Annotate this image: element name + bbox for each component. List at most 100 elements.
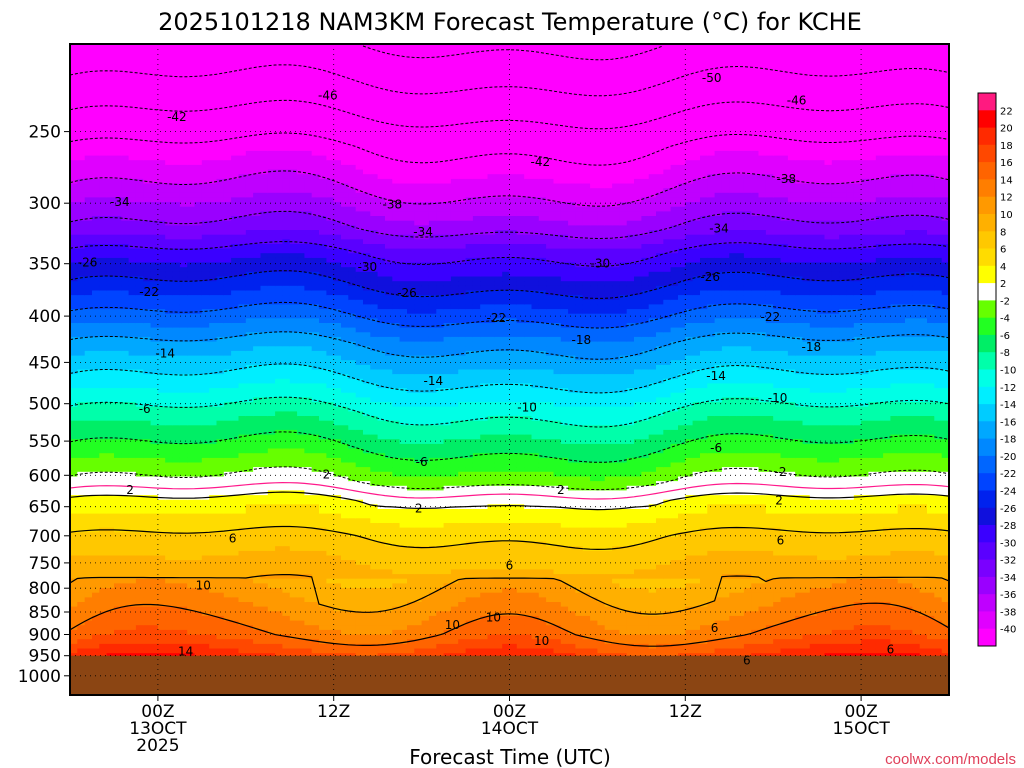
shade-cell [77, 583, 85, 588]
shade-cell [99, 188, 107, 193]
shade-cell [70, 556, 78, 561]
shade-cell [129, 649, 137, 654]
shade-cell [158, 500, 166, 505]
shade-cell [114, 318, 122, 323]
shade-cell [92, 379, 100, 384]
shade-cell [151, 318, 159, 323]
shade-cell [99, 565, 107, 570]
shade-cell [92, 588, 100, 593]
shade-cell [99, 146, 107, 151]
shade-cell [107, 249, 115, 254]
shade-cell [151, 621, 159, 626]
shade-cell [114, 644, 122, 649]
shade-cell [129, 49, 137, 54]
shade-cell [114, 100, 122, 105]
shade-cell [77, 193, 85, 198]
shade-cell [114, 351, 122, 356]
shade-cell [85, 146, 93, 151]
shade-cell [77, 370, 85, 375]
shade-cell [99, 239, 107, 244]
shade-cell [114, 430, 122, 435]
shade-cell [151, 258, 159, 263]
shade-cell [99, 58, 107, 63]
shade-cell [77, 388, 85, 393]
shade-cell [129, 379, 137, 384]
shade-cell [99, 165, 107, 170]
shade-cell [99, 625, 107, 630]
shade-cell [136, 318, 144, 323]
shade-cell [85, 207, 93, 212]
shade-cell [99, 100, 107, 105]
shade-cell [151, 165, 159, 170]
shade-cell [107, 397, 115, 402]
shade-cell [158, 444, 166, 449]
shade-cell [92, 146, 100, 151]
shade-cell [143, 49, 151, 54]
shade-cell [70, 383, 78, 388]
shade-cell [92, 160, 100, 165]
shade-cell [114, 579, 122, 584]
shade-cell [143, 365, 151, 370]
shade-cell [92, 458, 100, 463]
shade-cell [143, 509, 151, 514]
shade-cell [92, 518, 100, 523]
shade-cell [136, 504, 144, 509]
shade-cell [85, 281, 93, 286]
shade-cell [85, 188, 93, 193]
shade-cell [121, 416, 129, 421]
shade-cell [151, 593, 159, 598]
shade-cell [114, 81, 122, 86]
shade-cell [70, 379, 78, 384]
shade-cell [77, 239, 85, 244]
shade-cell [136, 193, 144, 198]
shade-cell [151, 95, 159, 100]
shade-cell [92, 86, 100, 91]
shade-cell [114, 453, 122, 458]
shade-cell [99, 411, 107, 416]
shade-cell [143, 184, 151, 189]
shade-cell [151, 128, 159, 133]
shade-cell [70, 100, 78, 105]
shade-cell [151, 542, 159, 547]
shade-cell [158, 318, 166, 323]
shade-cell [92, 128, 100, 133]
shade-cell [92, 63, 100, 68]
shade-cell [107, 328, 115, 333]
shade-cell [107, 165, 115, 170]
shade-cell [114, 114, 122, 119]
shade-cell [114, 397, 122, 402]
shade-cell [151, 184, 159, 189]
shade-cell [121, 235, 129, 240]
shade-cell [136, 132, 144, 137]
shade-cell [77, 174, 85, 179]
shade-cell [107, 179, 115, 184]
shade-cell [158, 425, 166, 430]
shade-cell [136, 253, 144, 258]
shade-cell [158, 49, 166, 54]
shade-cell [77, 518, 85, 523]
shade-cell [99, 156, 107, 161]
shade-cell [121, 300, 129, 305]
shade-cell [99, 523, 107, 528]
shade-cell [70, 630, 78, 635]
shade-cell [107, 453, 115, 458]
shade-cell [129, 267, 137, 272]
shade-cell [99, 351, 107, 356]
shade-cell [107, 142, 115, 147]
shade-cell [92, 621, 100, 626]
shade-cell [151, 611, 159, 616]
shade-cell [136, 263, 144, 268]
shade-cell [85, 467, 93, 472]
shade-cell [85, 160, 93, 165]
shade-cell [85, 374, 93, 379]
shade-cell [99, 263, 107, 268]
shade-cell [151, 635, 159, 640]
shade-cell [77, 235, 85, 240]
shade-cell [99, 170, 107, 175]
shade-cell [107, 602, 115, 607]
shade-cell [99, 63, 107, 68]
shade-cell [107, 463, 115, 468]
shade-cell [70, 356, 78, 361]
shade-cell [129, 546, 137, 551]
shade-cell [143, 67, 151, 72]
